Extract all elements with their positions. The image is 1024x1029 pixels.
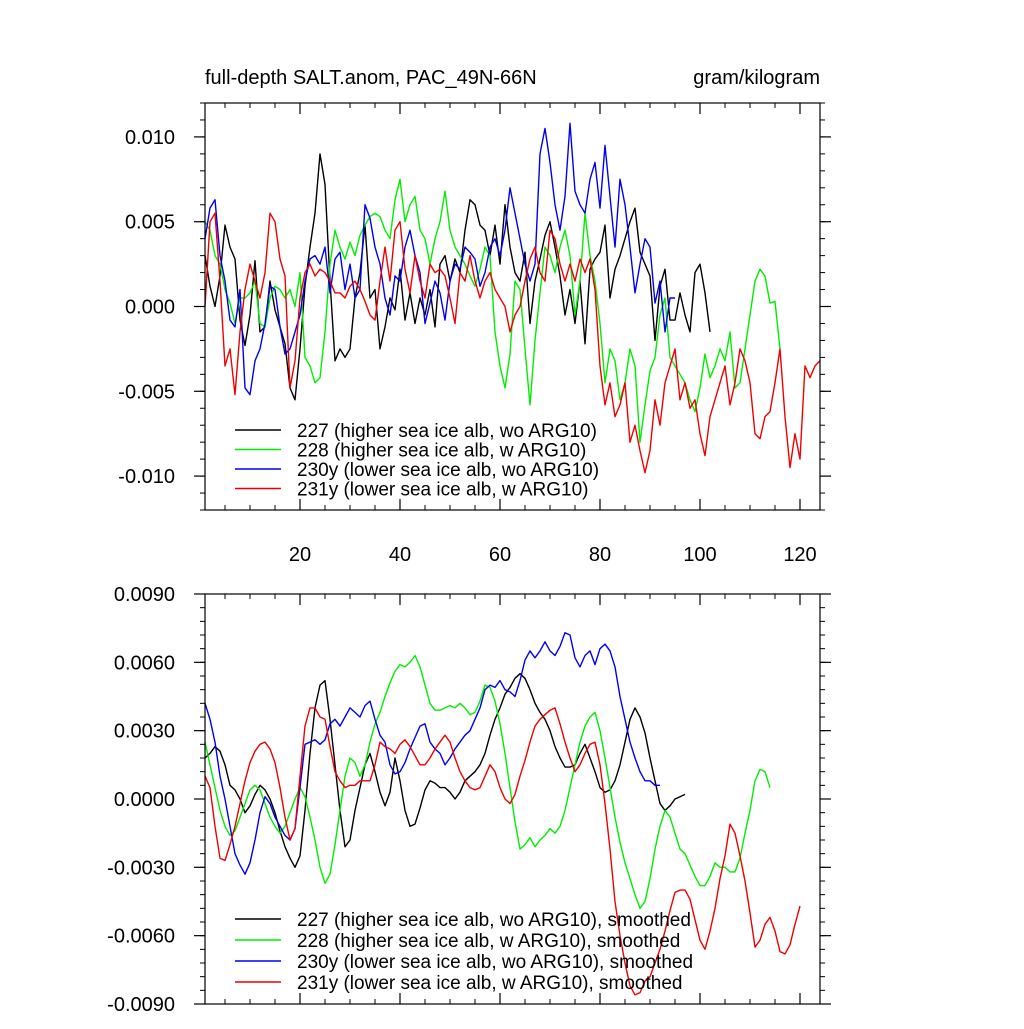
bottom-legend-label-4: 231y (lower sea ice alb, w ARG10), smoot… xyxy=(297,973,682,994)
top-series-line-4 xyxy=(204,212,821,474)
top-axes: 20 40 60 80 100 120 -0.010 -0.005 0.000 0.005 0.01… xyxy=(118,102,831,566)
top-x-tick-label: 20 xyxy=(289,544,311,566)
bottom-series-line-3 xyxy=(204,632,660,875)
bottom-y-tick-label: -0.0030 xyxy=(107,857,175,879)
bottom-legend-label-3: 230y (lower sea ice alb, wo ARG10), smoo… xyxy=(297,952,693,973)
bottom-y-tick-label: 0.0000 xyxy=(114,789,175,811)
top-legend: 227 (higher sea ice alb, wo ARG10)228 (h… xyxy=(235,421,599,501)
bottom-y-tick-label: 0.0030 xyxy=(114,721,175,743)
top-x-tick-label: 60 xyxy=(489,544,511,566)
top-legend-label-2: 228 (higher sea ice alb, w ARG10) xyxy=(297,441,586,462)
bottom-y-tick-label: 0.0060 xyxy=(114,652,175,674)
top-series-line-2 xyxy=(204,178,781,443)
top-x-tick-label: 100 xyxy=(683,544,716,566)
top-y-tick-label: 0.010 xyxy=(125,127,175,149)
bottom-y-tick-label: -0.0060 xyxy=(107,926,175,948)
bottom-y-tick-label: -0.0090 xyxy=(107,994,175,1016)
bottom-series-line-4 xyxy=(204,707,801,996)
top-x-tick-label: 120 xyxy=(783,544,816,566)
bottom-series-group xyxy=(204,632,801,996)
top-y-tick-label: 0.005 xyxy=(125,212,175,234)
bottom-series-line-1 xyxy=(204,673,686,868)
top-panel: full-depth SALT.anom, PAC_49N-66N gram/k… xyxy=(118,67,831,566)
top-legend-label-4: 231y (lower sea ice alb, w ARG10) xyxy=(297,480,588,501)
top-y-tick-label: -0.005 xyxy=(118,381,175,403)
top-y-tick-label: 0.000 xyxy=(125,297,175,319)
top-plot-frame xyxy=(204,102,821,511)
bottom-axes: -0.0090 -0.0060 -0.0030 0.0000 0.0030 0.0060 0… xyxy=(107,584,831,1016)
top-y-tick-label: -0.010 xyxy=(118,466,175,488)
bottom-legend-label-2: 228 (higher sea ice alb, w ARG10), smoot… xyxy=(297,931,680,952)
chart-title: full-depth SALT.anom, PAC_49N-66N xyxy=(205,67,537,89)
chart-units: gram/kilogram xyxy=(693,67,820,89)
top-x-tick-label: 40 xyxy=(389,544,411,566)
bottom-legend: 227 (higher sea ice alb, wo ARG10), smoo… xyxy=(235,910,693,994)
top-legend-label-3: 230y (lower sea ice alb, wo ARG10) xyxy=(297,460,599,481)
bottom-series-line-2 xyxy=(204,654,771,909)
top-series-line-3 xyxy=(204,122,675,396)
bottom-legend-label-1: 227 (higher sea ice alb, wo ARG10), smoo… xyxy=(297,910,691,931)
top-legend-label-1: 227 (higher sea ice alb, wo ARG10) xyxy=(297,421,597,442)
bottom-panel: -0.0090 -0.0060 -0.0030 0.0000 0.0030 0.0060 0… xyxy=(107,584,831,1016)
top-series-group xyxy=(204,122,821,474)
bottom-y-tick-label: 0.0090 xyxy=(114,584,175,606)
top-x-tick-label: 80 xyxy=(589,544,611,566)
bottom-plot-frame xyxy=(204,593,821,1005)
